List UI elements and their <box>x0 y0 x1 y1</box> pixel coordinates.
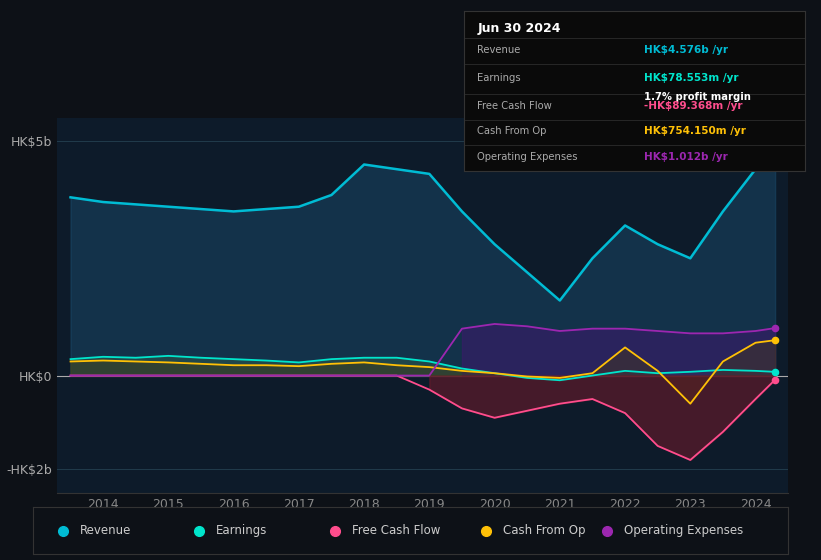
Text: HK$1.012b /yr: HK$1.012b /yr <box>644 152 728 162</box>
Text: Operating Expenses: Operating Expenses <box>623 524 743 537</box>
Point <box>768 324 782 333</box>
Text: Jun 30 2024: Jun 30 2024 <box>478 22 561 35</box>
Text: HK$4.576b /yr: HK$4.576b /yr <box>644 45 728 55</box>
Text: Free Cash Flow: Free Cash Flow <box>351 524 440 537</box>
Text: Operating Expenses: Operating Expenses <box>478 152 578 162</box>
Text: 1.7% profit margin: 1.7% profit margin <box>644 92 751 102</box>
Point <box>768 156 782 165</box>
Point <box>768 335 782 344</box>
Text: Earnings: Earnings <box>478 73 521 83</box>
Text: Revenue: Revenue <box>478 45 521 55</box>
Text: HK$754.150m /yr: HK$754.150m /yr <box>644 126 746 136</box>
Point <box>768 375 782 384</box>
Point <box>768 367 782 376</box>
Text: HK$78.553m /yr: HK$78.553m /yr <box>644 73 739 83</box>
Text: Cash From Op: Cash From Op <box>502 524 585 537</box>
Text: Revenue: Revenue <box>80 524 131 537</box>
Text: Cash From Op: Cash From Op <box>478 126 547 136</box>
Text: Earnings: Earnings <box>216 524 267 537</box>
Text: Free Cash Flow: Free Cash Flow <box>478 101 553 110</box>
Text: -HK$89.368m /yr: -HK$89.368m /yr <box>644 101 743 110</box>
